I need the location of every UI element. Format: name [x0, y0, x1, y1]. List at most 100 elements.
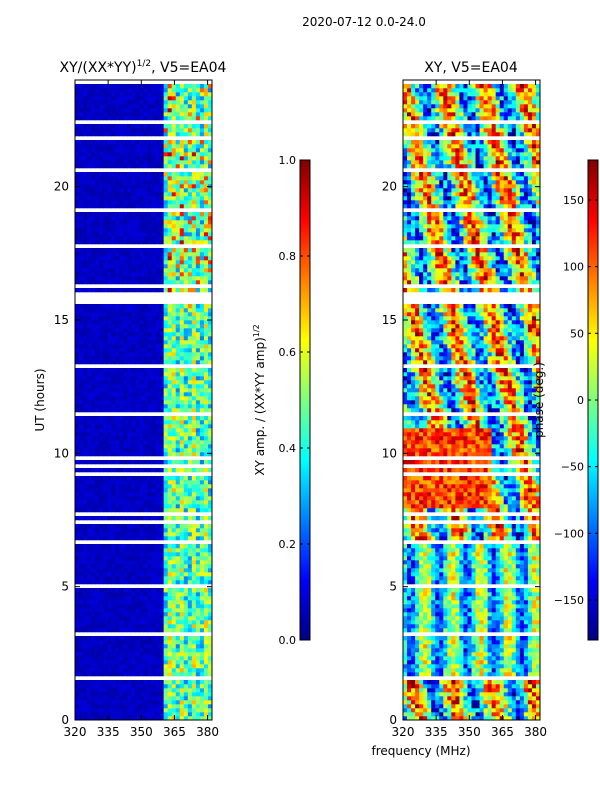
heatmap-cell: [171, 420, 177, 425]
heatmap-cell: [451, 704, 456, 709]
heatmap-cell: [411, 700, 416, 705]
heatmap-cell: [167, 84, 173, 89]
heatmap-cell: [423, 692, 428, 697]
heatmap-cell: [167, 232, 173, 237]
heatmap-cell: [155, 384, 161, 389]
heatmap-cell: [183, 552, 189, 557]
heatmap-cell: [115, 128, 120, 133]
heatmap-cell: [183, 504, 189, 509]
heatmap-cell: [123, 680, 128, 685]
heatmap-cell: [103, 172, 108, 177]
heatmap-cell: [127, 652, 132, 657]
heatmap-cell: [183, 280, 189, 285]
heatmap-cell: [147, 480, 152, 485]
heatmap-cell: [79, 448, 84, 453]
heatmap-cell: [111, 152, 116, 157]
heatmap-cell: [451, 716, 456, 720]
heatmap-cell: [171, 260, 177, 265]
heatmap-cell: [179, 548, 185, 553]
heatmap-cell: [119, 536, 124, 541]
heatmap-cell: [83, 96, 88, 101]
heatmap-cell: [99, 608, 104, 613]
heatmap-cell: [79, 264, 84, 269]
heatmap-cell: [203, 336, 209, 341]
heatmap-cell: [175, 232, 181, 237]
heatmap-cell: [487, 708, 493, 713]
heatmap-cell: [91, 96, 96, 101]
heatmap-cell: [171, 652, 177, 657]
heatmap-cell: [143, 320, 148, 325]
heatmap-cell: [203, 236, 209, 241]
heatmap-cell: [75, 448, 80, 453]
heatmap-cell: [123, 128, 128, 133]
heatmap-cell: [171, 416, 177, 421]
heatmap-cell: [139, 564, 144, 569]
heatmap-cell: [163, 624, 169, 629]
heatmap-cell: [143, 160, 148, 165]
heatmap-cell: [87, 692, 92, 697]
heatmap-cell: [183, 188, 189, 193]
heatmap-cell: [107, 408, 112, 413]
heatmap-cell: [75, 416, 80, 421]
heatmap-cell: [83, 256, 88, 261]
heatmap-cell: [139, 172, 144, 177]
heatmap-cell: [515, 692, 521, 697]
heatmap-cell: [131, 712, 136, 717]
heatmap-cell: [195, 384, 201, 389]
heatmap-cell: [99, 236, 104, 241]
heatmap-cell: [187, 308, 193, 313]
heatmap-cell: [83, 152, 88, 157]
heatmap-cell: [123, 580, 128, 585]
heatmap-cell: [111, 356, 116, 361]
heatmap-cell: [107, 192, 112, 197]
heatmap-cell: [179, 432, 185, 437]
heatmap-cell: [79, 104, 84, 109]
heatmap-cell: [79, 668, 84, 673]
heatmap-cell: [187, 356, 193, 361]
heatmap-cell: [167, 288, 173, 293]
heatmap-cell: [207, 668, 212, 673]
heatmap-cell: [111, 184, 116, 189]
heatmap-cell: [175, 376, 181, 381]
heatmap-cell: [91, 672, 96, 677]
heatmap-cell: [435, 700, 440, 705]
heatmap-cell: [99, 664, 104, 669]
heatmap-cell: [179, 128, 185, 133]
heatmap-cell: [191, 712, 197, 717]
heatmap-cell: [159, 360, 165, 365]
heatmap-cell: [127, 216, 132, 221]
heatmap-cell: [139, 448, 144, 453]
heatmap-cell: [195, 332, 201, 337]
heatmap-cell: [207, 100, 212, 105]
heatmap-cell: [87, 384, 92, 389]
heatmap-cell: [167, 628, 173, 633]
heatmap-cell: [191, 280, 197, 285]
heatmap-cell: [115, 444, 120, 449]
heatmap-cell: [199, 212, 205, 217]
heatmap-cell: [175, 572, 181, 577]
heatmap-cell: [79, 580, 84, 585]
heatmap-cell: [159, 568, 165, 573]
heatmap-cell: [83, 688, 88, 693]
heatmap-cell: [159, 264, 165, 269]
heatmap-cell: [75, 368, 80, 373]
heatmap-cell: [115, 88, 120, 93]
heatmap-cell: [139, 84, 144, 89]
heatmap-cell: [95, 196, 100, 201]
heatmap-cell: [107, 320, 112, 325]
heatmap-cell: [75, 588, 80, 593]
heatmap-cell: [175, 152, 181, 157]
heatmap-cell: [139, 704, 144, 709]
heatmap-cell: [119, 196, 124, 201]
heatmap-cell: [155, 124, 161, 129]
heatmap-cell: [91, 640, 96, 645]
heatmap-cell: [159, 612, 165, 617]
heatmap-cell: [131, 596, 136, 601]
heatmap-cell: [207, 396, 212, 401]
heatmap-cell: [151, 380, 156, 385]
heatmap-cell: [175, 236, 181, 241]
heatmap-cell: [95, 128, 100, 133]
heatmap-cell: [127, 604, 132, 609]
heatmap-cell: [127, 312, 132, 317]
heatmap-cell: [199, 228, 205, 233]
